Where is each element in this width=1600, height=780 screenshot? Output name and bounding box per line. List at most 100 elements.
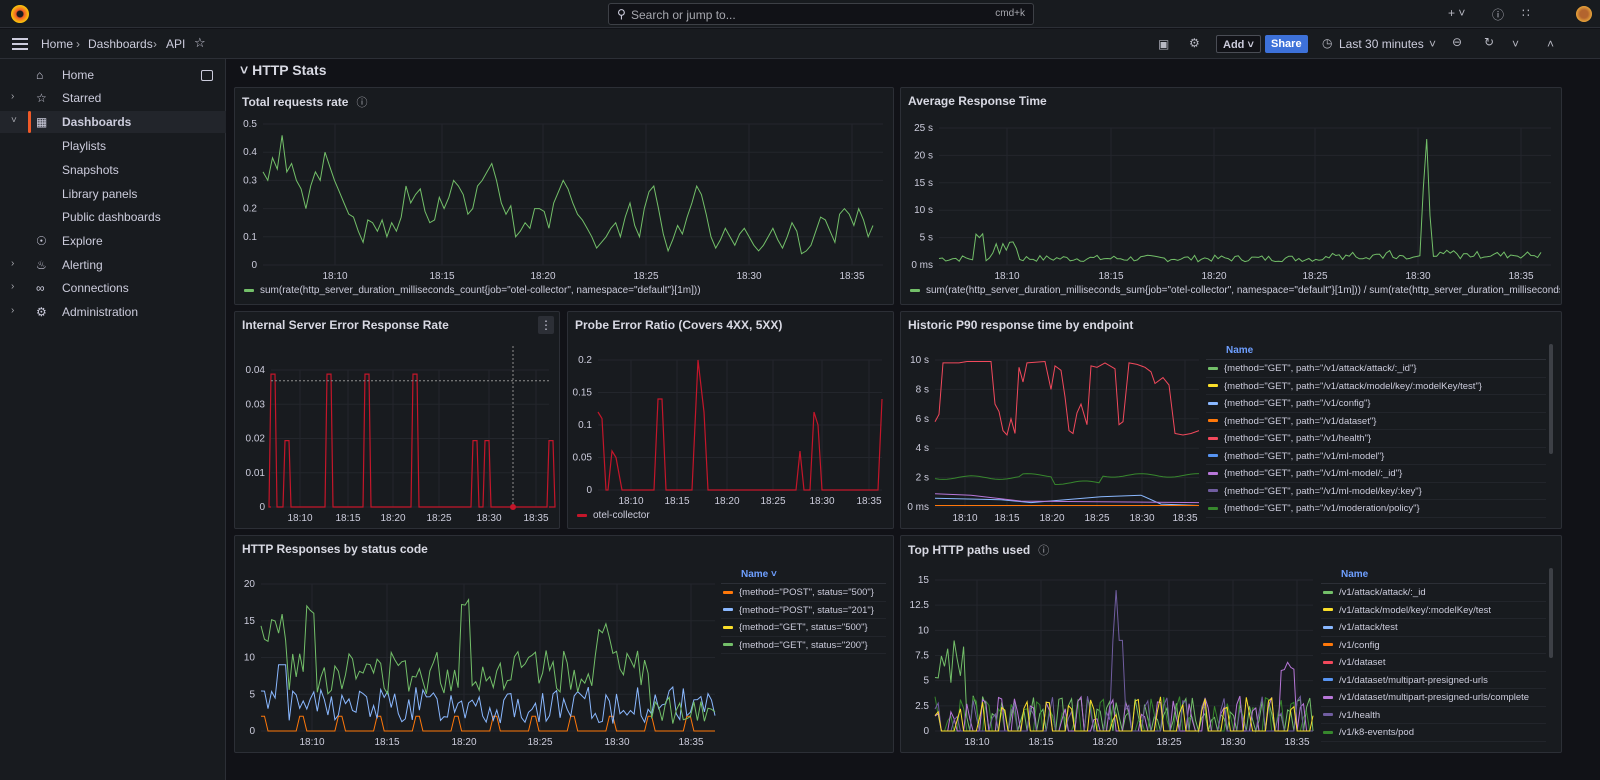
chevron-down-icon[interactable]: ˅: [1429, 37, 1437, 51]
panel-http-responses-by-status[interactable]: HTTP Responses by status code 20 15 10 5 0 18…: [234, 535, 894, 753]
chevron-right-icon[interactable]: ›: [11, 258, 15, 269]
series-line-total-requests: [262, 135, 874, 255]
legend-item[interactable]: sum(rate(http_server_duration_millisecon…: [910, 285, 1560, 296]
legend-item[interactable]: /v1/health: [1321, 707, 1546, 724]
y-tick-label: 0 ms: [907, 502, 929, 513]
legend-item[interactable]: {method="GET", path="/v1/ml-model/:_id"}: [1206, 465, 1546, 483]
legend-item[interactable]: /v1/config: [1321, 637, 1546, 654]
breadcrumb-dashboards[interactable]: Dashboards: [88, 37, 153, 51]
legend-item[interactable]: {method="GET", path="/v1/attack/model/ke…: [1206, 378, 1546, 395]
series-line-post-201: [260, 664, 716, 724]
legend-item[interactable]: {method="GET", path="/v1/attack/attack/:…: [1206, 360, 1546, 378]
home-icon: ⌂: [36, 68, 44, 82]
help-icon[interactable]: ⓘ: [1492, 8, 1505, 22]
legend-item[interactable]: /v1/k8-events/pod: [1321, 724, 1546, 742]
sidebar-item-label: Snapshots: [62, 163, 119, 177]
legend-item[interactable]: /v1/attack/model/key/:modelKey/test: [1321, 602, 1546, 619]
menu-toggle-icon[interactable]: [12, 38, 28, 50]
zoom-out-icon[interactable]: ⊖: [1452, 35, 1463, 49]
panel-menu-icon[interactable]: ⋮: [538, 316, 554, 334]
legend-item[interactable]: /v1/dataset/multipart-presigned-urls/com…: [1321, 689, 1546, 707]
breadcrumb-home[interactable]: Home: [41, 37, 74, 51]
x-tick-label: 18:10: [287, 513, 312, 524]
info-icon[interactable]: ⓘ: [1038, 545, 1050, 557]
grafana-logo-icon[interactable]: [11, 5, 29, 23]
share-button[interactable]: Share: [1265, 35, 1308, 53]
star-icon[interactable]: ☆: [194, 35, 206, 50]
sidebar-item-public-dashboards[interactable]: Public dashboards: [0, 206, 226, 228]
legend-item[interactable]: {method="POST", status="500"}: [721, 584, 886, 602]
sidebar-item-explore[interactable]: ☉ Explore: [0, 230, 226, 252]
legend-swatch: [1208, 401, 1218, 405]
legend-item[interactable]: {method="GET", status="200"}: [721, 637, 886, 654]
chevron-right-icon[interactable]: ›: [11, 305, 15, 316]
x-tick-label: 18:35: [1508, 271, 1533, 282]
legend-item[interactable]: {method="GET", path="/v1/dataset"}: [1206, 413, 1546, 430]
collapse-icon[interactable]: ˄: [1547, 37, 1555, 51]
time-range-picker[interactable]: Last 30 minutes: [1339, 37, 1424, 51]
panel-top-http-paths[interactable]: Top HTTP paths used ⓘ 15 12.5 10 7.5 5 2.5 0 18:…: [900, 535, 1562, 753]
legend-item[interactable]: {method="GET", path="/v1/ml-model/key/:k…: [1206, 483, 1546, 500]
legend-label: /v1/health: [1339, 709, 1381, 721]
panel-probe-error-ratio[interactable]: Probe Error Ratio (Covers 4XX, 5XX) 0.2 0…: [567, 311, 894, 529]
sidebar-item-alerting[interactable]: › ♨ Alerting: [0, 254, 226, 276]
info-icon[interactable]: ⓘ: [356, 97, 368, 109]
search-input[interactable]: ⚲ Search or jump to... cmd+k: [608, 3, 1034, 25]
legend-label: /v1/k8-events/pod: [1339, 727, 1414, 738]
sidebar-item-administration[interactable]: › ⚙ Administration: [0, 301, 226, 323]
legend-item[interactable]: {method="GET", path="/v1/health"}: [1206, 430, 1546, 448]
legend-item[interactable]: {method="GET", status="500"}: [721, 619, 886, 637]
x-tick-label: 18:15: [429, 271, 454, 282]
legend-item[interactable]: /v1/attack/attack/:_id: [1321, 584, 1546, 602]
refresh-icon[interactable]: ↻: [1484, 35, 1495, 49]
panel-internal-server-error-rate[interactable]: Internal Server Error Response Rate ⋮ 0.…: [234, 311, 560, 529]
legend-header-name[interactable]: Name: [1321, 566, 1546, 584]
x-tick-label: 18:30: [604, 737, 629, 748]
legend-item[interactable]: /v1/attack/test: [1321, 619, 1546, 637]
chevron-right-icon[interactable]: ›: [11, 281, 15, 292]
panel-title: Probe Error Ratio (Covers 4XX, 5XX): [575, 318, 783, 332]
legend-item[interactable]: {method="GET", path="/v1/moderation/poli…: [1206, 500, 1546, 518]
legend-header-name[interactable]: Name ˅: [721, 566, 886, 584]
legend-item[interactable]: otel-collector: [577, 510, 650, 521]
dock-menu-icon[interactable]: [201, 70, 213, 81]
sidebar-item-home[interactable]: ⌂ Home: [0, 64, 226, 86]
series-line-path-2: [934, 661, 1313, 732]
chart-internal-server-error: 0.04 0.03 0.02 0.01 0 18:10 18:15 18:20 18:25 18:…: [246, 346, 556, 524]
search-placeholder: Search or jump to...: [631, 8, 736, 22]
y-tick-label: 10 s: [910, 355, 929, 366]
plus-icon[interactable]: + ˅: [1448, 6, 1466, 20]
legend-scrollbar[interactable]: [1549, 568, 1553, 658]
row-title-http-stats[interactable]: ˅ HTTP Stats: [240, 62, 327, 78]
settings-icon[interactable]: ⚙: [1189, 36, 1200, 50]
sidebar-item-snapshots[interactable]: Snapshots: [0, 159, 226, 181]
chevron-down-icon[interactable]: ˅: [11, 115, 17, 126]
panel-title: Top HTTP paths used ⓘ: [908, 542, 1049, 558]
add-button[interactable]: Add ˅: [1216, 35, 1261, 53]
legend-item[interactable]: sum(rate(http_server_duration_millisecon…: [244, 285, 701, 296]
legend-item[interactable]: /v1/dataset/multipart-presigned-urls: [1321, 672, 1546, 689]
legend-item[interactable]: {method="POST", status="201"}: [721, 602, 886, 619]
legend-item[interactable]: {method="GET", path="/v1/ml-model"}: [1206, 448, 1546, 465]
sidebar-item-library-panels[interactable]: Library panels: [0, 183, 226, 205]
sidebar-item-connections[interactable]: › ∞ Connections: [0, 277, 226, 299]
legend-scrollbar[interactable]: [1549, 344, 1553, 454]
panel-total-requests-rate[interactable]: Total requests rate ⓘ 0.5 0.4 0.3 0.2 0.1 0 18:…: [234, 87, 894, 305]
legend-item[interactable]: {method="GET", path="/v1/config"}: [1206, 395, 1546, 413]
save-icon[interactable]: ▣: [1158, 37, 1170, 51]
legend-item[interactable]: /v1/dataset: [1321, 654, 1546, 672]
refresh-interval-chevron-icon[interactable]: ˅: [1512, 37, 1520, 51]
sidebar-item-dashboards[interactable]: ˅ ▦ Dashboards: [0, 111, 226, 133]
y-tick-label: 0: [259, 502, 265, 513]
legend-swatch: [1208, 489, 1218, 493]
hover-point[interactable]: [510, 504, 516, 510]
x-tick-label: 18:20: [451, 737, 476, 748]
user-avatar[interactable]: [1576, 6, 1592, 22]
panel-historic-p90[interactable]: Historic P90 response time by endpoint 1…: [900, 311, 1562, 529]
panel-average-response-time[interactable]: Average Response Time 25 s 20 s 15 s 10 s 5 …: [900, 87, 1562, 305]
sidebar-item-starred[interactable]: › ☆ Starred: [0, 87, 226, 109]
chevron-right-icon[interactable]: ›: [11, 91, 15, 102]
sidebar-item-playlists[interactable]: Playlists: [0, 135, 226, 157]
legend-header-name[interactable]: Name: [1206, 342, 1546, 360]
rss-icon[interactable]: ∷: [1522, 6, 1530, 20]
